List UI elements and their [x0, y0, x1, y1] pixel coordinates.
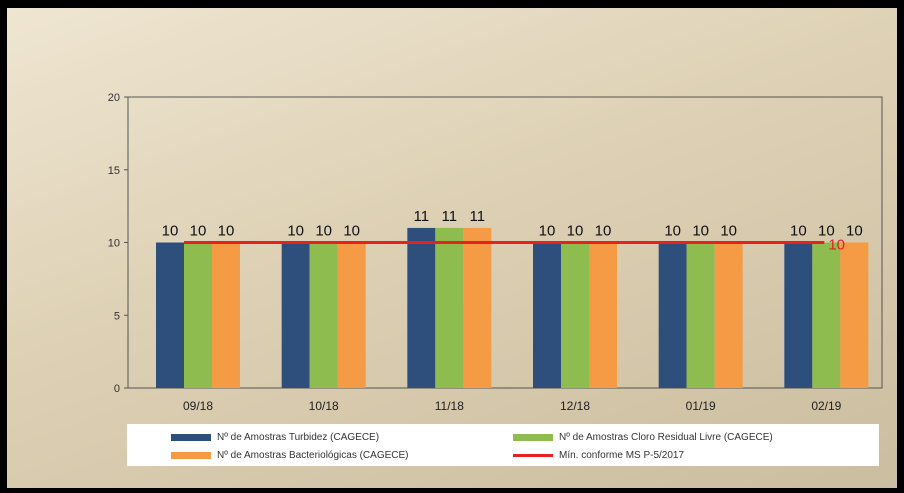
x-tick-label: 01/19: [686, 399, 716, 413]
bar: [156, 242, 184, 388]
legend-label-bacteriologicas: Nº de Amostras Bacteriológicas (CAGECE): [217, 450, 409, 461]
legend-item-turbidez: Nº de Amostras Turbidez (CAGECE): [171, 432, 379, 443]
bar: [784, 242, 813, 388]
bar: [658, 242, 687, 388]
bar: [561, 242, 589, 388]
bar-data-label: 10: [287, 223, 304, 240]
bar: [435, 227, 464, 388]
bar-data-label: 10: [846, 223, 863, 240]
bar-data-label: 10: [664, 223, 681, 240]
x-axis: 09/18 10/18 11/18 12/18 01/19 02/19: [183, 399, 842, 413]
x-tick-label: 11/18: [435, 399, 464, 413]
bar-data-label: 11: [442, 208, 458, 225]
y-tick-label: 15: [108, 165, 120, 177]
bar: [533, 242, 561, 388]
bar-data-label: 10: [790, 223, 807, 240]
chart-frame: 0 5 10 15 20 10 10 10 10 10 10 10 11 11 11 10 10 10 10 10…: [7, 8, 897, 488]
legend-label-minimo: Mín. conforme MS P-5/2017: [559, 450, 685, 461]
bar: [407, 227, 436, 388]
legend-swatch-minimo: [513, 454, 553, 457]
x-tick-label: 09/18: [183, 399, 213, 413]
bar-data-label: 10: [218, 223, 235, 240]
x-tick-label: 02/19: [811, 399, 841, 413]
y-axis: 0 5 10 15 20: [108, 92, 128, 395]
bar-data-label: 10: [818, 223, 835, 240]
bar-data-label: 10: [539, 223, 556, 240]
data-labels-layer: 10 10 10 10 10 10 11 11 11 10 10 10 10 10 10 10 10 10: [162, 208, 863, 240]
bar-data-label: 10: [595, 223, 612, 240]
legend-swatch-bacteriologicas: [171, 452, 211, 459]
bar: [714, 242, 743, 388]
bar: [309, 242, 338, 388]
y-tick-label: 10: [108, 238, 120, 250]
x-tick-label: 12/18: [560, 399, 590, 413]
bars-layer: [156, 227, 869, 388]
bar: [589, 242, 617, 388]
bar-data-label: 10: [567, 223, 584, 240]
x-tick-label: 10/18: [309, 399, 339, 413]
legend-swatch-cloro: [513, 434, 553, 441]
bar: [812, 242, 841, 388]
bar: [686, 242, 715, 388]
bar-data-label: 10: [162, 223, 179, 240]
bar-data-label: 10: [692, 223, 709, 240]
legend: Nº de Amostras Turbidez (CAGECE) Nº de A…: [127, 424, 879, 466]
legend-item-bacteriologicas: Nº de Amostras Bacteriológicas (CAGECE): [171, 450, 409, 461]
bar: [463, 227, 492, 388]
bar: [184, 242, 212, 388]
bar: [281, 242, 310, 388]
bar: [337, 242, 366, 388]
bar-data-label: 11: [414, 208, 430, 225]
legend-label-turbidez: Nº de Amostras Turbidez (CAGECE): [217, 432, 380, 443]
legend-item-minimo: Mín. conforme MS P-5/2017: [513, 450, 684, 461]
y-tick-label: 5: [114, 310, 120, 322]
legend-label-cloro: Nº de Amostras Cloro Residual Livre (CAG…: [559, 432, 773, 443]
legend-item-cloro: Nº de Amostras Cloro Residual Livre (CAG…: [513, 432, 773, 443]
bar: [212, 242, 240, 388]
legend-swatch-turbidez: [171, 434, 211, 441]
bar-data-label: 10: [343, 223, 360, 240]
reference-line-layer: 10: [184, 237, 845, 254]
bar-data-label: 10: [190, 223, 207, 240]
reference-line-label: 10: [828, 237, 845, 254]
bar-data-label: 11: [470, 208, 486, 225]
bar: [840, 242, 869, 388]
y-tick-label: 20: [108, 92, 120, 104]
bar-data-label: 10: [315, 223, 332, 240]
bar-data-label: 10: [720, 223, 737, 240]
y-tick-label: 0: [114, 383, 120, 395]
